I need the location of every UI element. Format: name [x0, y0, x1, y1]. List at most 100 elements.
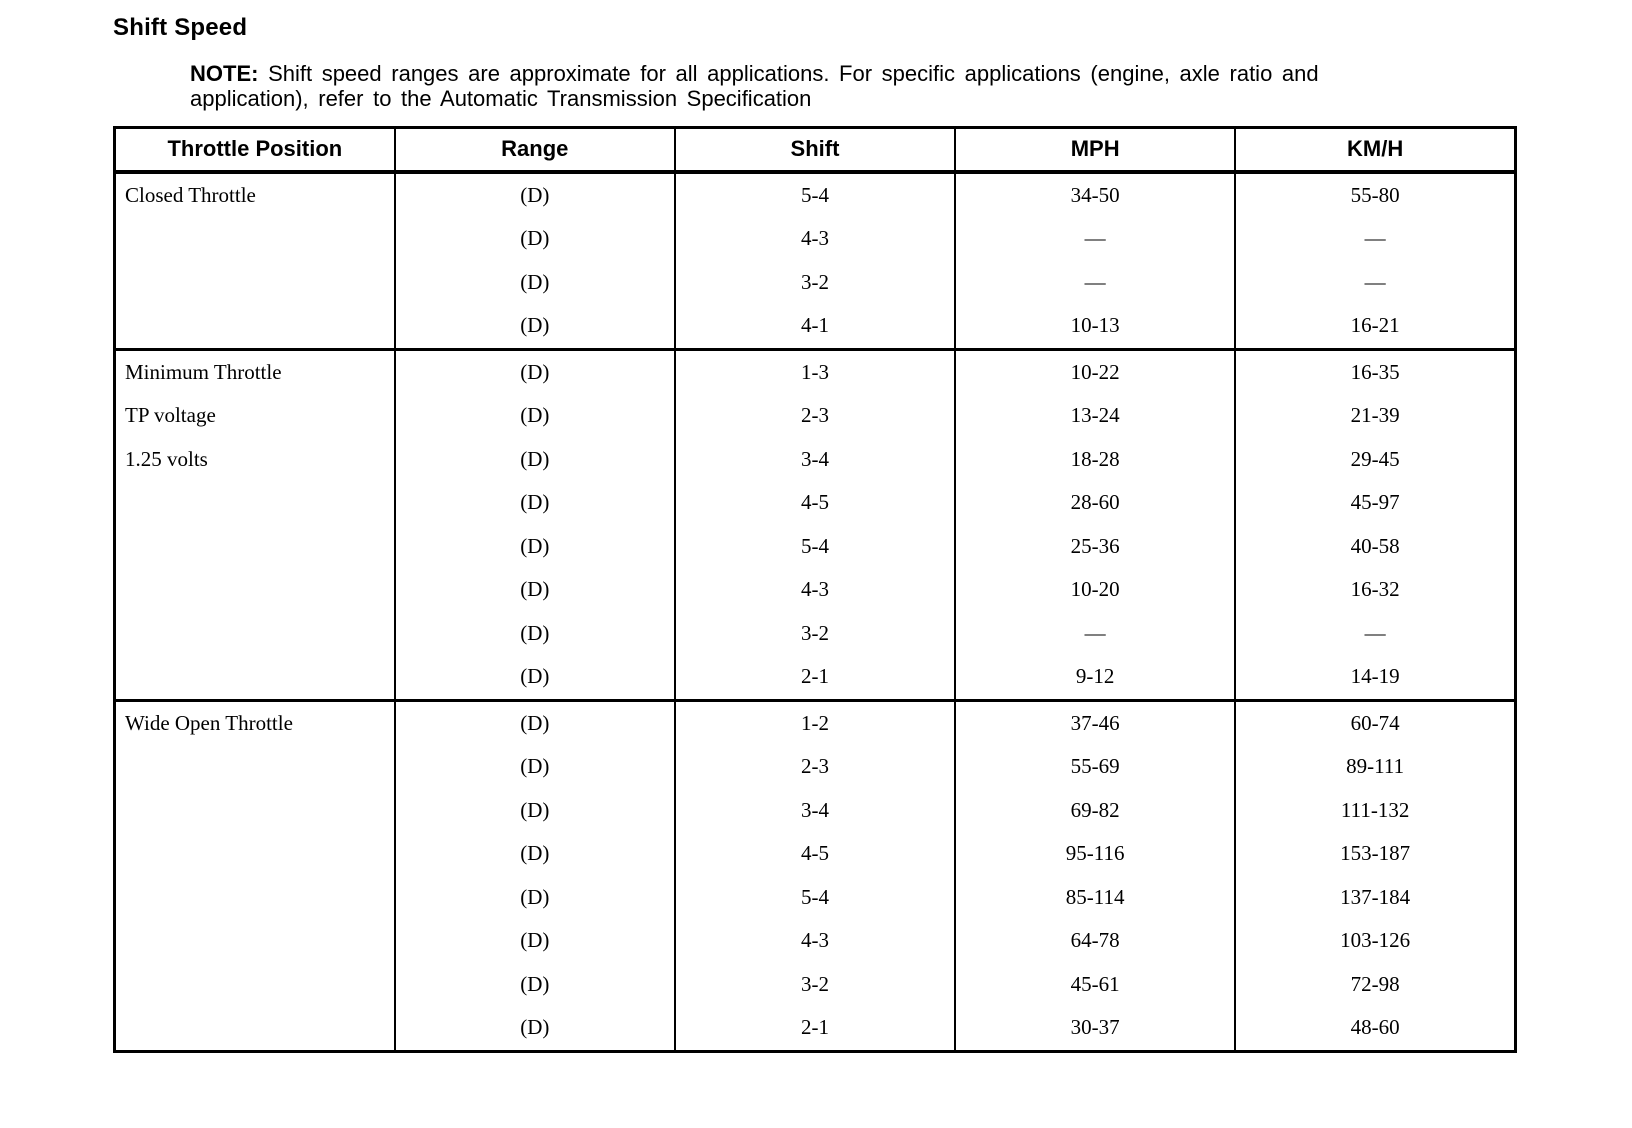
kmh-value: 103-126: [1340, 928, 1411, 953]
throttle-position-cell: Wide Open Throttle: [115, 700, 395, 1051]
throttle-position-label: Minimum Throttle: [125, 359, 282, 384]
note-label: NOTE:: [190, 61, 259, 86]
range-value: (D): [520, 884, 550, 909]
table-section-row: Wide Open Throttle (D) (D) (D) (D) (D) (D) (D)(…: [114, 700, 1516, 1051]
shift-value: 3-2: [800, 269, 829, 294]
range-value: (D): [520, 269, 550, 294]
kmh-value: 16-35: [1350, 359, 1400, 384]
kmh-cell: 16-35 21-39 29-45 45-97 40-58 16-32 — 14-19: [1234, 349, 1516, 700]
shift-cell: 1-3 2-3 3-4 4-5 5-4 4-3 3-2 2-1: [673, 349, 956, 700]
throttle-position-cell: Minimum Throttle TP voltage 1.25 volts: [115, 349, 395, 700]
shift-value: 3-4: [800, 797, 829, 822]
kmh-value: 16-32: [1350, 577, 1400, 602]
shift-value: 2-1: [800, 1015, 829, 1040]
mph-cell: 10-22 13-24 18-28 28-60 25-36 10-20 — 9-12: [954, 349, 1236, 700]
kmh-value: 21-39: [1350, 403, 1400, 428]
range-value: (D): [520, 359, 550, 384]
table-header-row: Throttle Position Range Shift MPH KM/H: [114, 127, 1516, 174]
kmh-value: 48-60: [1350, 1015, 1400, 1040]
mph-value: 30-37: [1070, 1015, 1120, 1040]
kmh-value: 55-80: [1350, 182, 1400, 207]
range-value: (D): [520, 313, 550, 338]
shift-value: 3-2: [800, 620, 829, 645]
mph-value: 34-50: [1070, 182, 1120, 207]
table-section-row: Closed Throttle (D) (D) (D) (D) 5-4 4-3 3-2 4-1 3…: [115, 171, 1516, 350]
shift-value: 1-3: [800, 359, 829, 384]
kmh-value: 137-184: [1340, 884, 1411, 909]
range-value: (D): [520, 971, 550, 996]
mph-value: 28-60: [1070, 490, 1120, 515]
shift-value: 3-2: [800, 971, 829, 996]
mph-value: 25-36: [1070, 533, 1120, 558]
range-value: (D): [520, 664, 550, 689]
mph-value: 95-116: [1065, 841, 1125, 866]
shift-value: 4-3: [800, 577, 829, 602]
mph-value: 13-24: [1070, 403, 1120, 428]
range-cell: (D) (D) (D) (D) (D) (D) (D) (D): [393, 700, 675, 1051]
shift-cell: 1-2 2-3 3-4 4-5 5-4 4-3 3-2 2-1: [673, 700, 956, 1051]
mph-cell: 34-50 — — 10-13: [954, 171, 1236, 349]
shift-cell: 5-4 4-3 3-2 4-1: [673, 171, 956, 349]
mph-value: —: [1084, 620, 1106, 645]
table-section-row: Minimum Throttle TP voltage 1.25 volts (D) (…: [114, 349, 1516, 700]
page-title: Shift Speed: [113, 14, 248, 41]
kmh-value: 72-98: [1350, 971, 1400, 996]
shift-value: 5-4: [800, 884, 829, 909]
header-kmh: KM/H: [1234, 127, 1516, 174]
mph-value: 18-28: [1070, 446, 1120, 471]
throttle-position-label: TP voltage: [125, 403, 216, 428]
mph-cell: 37-46 55-69 69-82 95-116 85-114 64-78 45-61 30-…: [954, 700, 1236, 1051]
mph-value: 10-13: [1070, 313, 1120, 338]
range-value: (D): [520, 182, 550, 207]
mph-value: —: [1084, 226, 1106, 251]
shift-value: 4-3: [800, 928, 829, 953]
range-value: (D): [520, 710, 550, 735]
note-paragraph: NOTE: Shift speed ranges are approximate…: [190, 61, 1375, 111]
range-value: (D): [520, 403, 550, 428]
range-value: (D): [520, 841, 550, 866]
shift-value: 5-4: [800, 182, 829, 207]
range-value: (D): [520, 754, 550, 779]
kmh-cell: 60-74 89-111 111-132 153-187 137-184 103-126 7…: [1234, 700, 1516, 1051]
throttle-position-label: Closed Throttle: [125, 182, 256, 207]
kmh-cell: 55-80 — — 16-21: [1234, 171, 1516, 349]
range-value: (D): [520, 1015, 550, 1040]
shift-value: 4-3: [800, 226, 829, 251]
kmh-value: —: [1364, 226, 1386, 251]
range-cell: (D) (D) (D) (D): [393, 171, 675, 349]
table-header: Throttle Position Range Shift MPH KM/H: [114, 127, 1516, 174]
mph-value: 37-46: [1070, 710, 1120, 735]
throttle-position-label: 1.25 volts: [125, 446, 208, 471]
range-value: (D): [520, 797, 550, 822]
mph-value: 10-20: [1070, 577, 1120, 602]
header-throttle-position: Throttle Position: [114, 127, 395, 174]
shift-value: 2-3: [800, 403, 829, 428]
range-value: (D): [520, 620, 550, 645]
kmh-value: 40-58: [1350, 533, 1400, 558]
kmh-value: —: [1364, 620, 1386, 645]
kmh-value: 14-19: [1350, 664, 1400, 689]
throttle-position-label: Wide Open Throttle: [125, 710, 293, 735]
kmh-value: —: [1364, 269, 1386, 294]
header-range: Range: [393, 127, 675, 174]
shift-value: 4-5: [800, 841, 829, 866]
shift-value: 2-3: [800, 754, 829, 779]
shift-value: 1-2: [800, 710, 829, 735]
kmh-value: 45-97: [1350, 490, 1400, 515]
range-value: (D): [520, 577, 550, 602]
mph-value: 9-12: [1075, 664, 1115, 689]
mph-value: 85-114: [1065, 884, 1125, 909]
header-shift: Shift: [673, 127, 956, 174]
note-text: Shift speed ranges are approximate for a…: [190, 61, 1319, 111]
shift-value: 5-4: [800, 533, 829, 558]
kmh-value: 89-111: [1346, 754, 1405, 779]
header-mph: MPH: [954, 127, 1236, 174]
kmh-value: 60-74: [1350, 710, 1400, 735]
mph-value: 45-61: [1070, 971, 1120, 996]
mph-value: —: [1084, 269, 1106, 294]
table-body: Closed Throttle (D) (D) (D) (D) 5-4 4-3 3-2 4-1 3…: [114, 171, 1516, 1051]
range-value: (D): [520, 533, 550, 558]
mph-value: 69-82: [1070, 797, 1120, 822]
mph-value: 10-22: [1070, 359, 1120, 384]
throttle-position-cell: Closed Throttle: [115, 172, 395, 350]
